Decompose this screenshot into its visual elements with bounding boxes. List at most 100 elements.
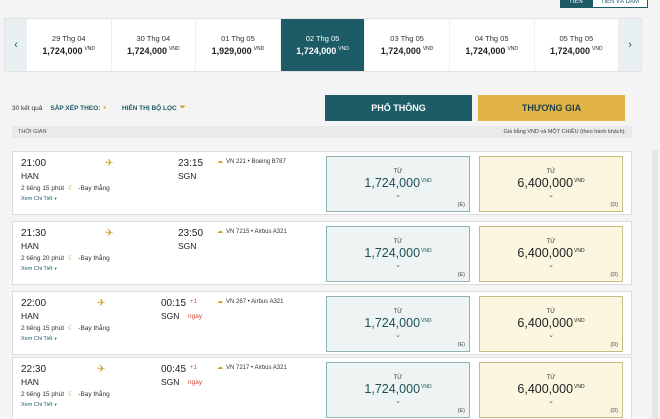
fare-class: (D) <box>610 408 618 414</box>
view-details-link[interactable]: Xem Chi Tiết ▾ <box>21 266 57 272</box>
from-label: TỪ <box>546 309 556 315</box>
prev-dates-arrow-icon[interactable]: ‹ <box>5 19 27 71</box>
moon-icon: ☾ <box>68 325 75 332</box>
business-fare-button[interactable]: TỪ 6,400,000VND ⌄ (D) <box>479 156 623 212</box>
business-price: 6,400,000VND <box>517 382 585 396</box>
from-label: TỪ <box>393 239 403 245</box>
date-label: 30 Thg 04 <box>136 34 171 43</box>
next-day-indicator: +1 <box>190 299 197 305</box>
sort-dropdown[interactable]: SẮP XẾP THEO: ▾ <box>50 104 106 112</box>
next-day-label: ngày <box>188 313 203 320</box>
duration: 2 tiếng 20 phút ☾ -Bay thẳng <box>21 254 110 263</box>
arrival-airport: SGN <box>161 377 180 387</box>
from-label: TỪ <box>546 375 556 381</box>
from-label: TỪ <box>393 309 403 315</box>
filter-icon: ⏷ <box>179 104 186 111</box>
from-label: TỪ <box>393 375 403 381</box>
departure-airport: HAN <box>21 241 39 251</box>
date-cell[interactable]: 05 Thg 05 1,724,000 VND <box>535 19 620 71</box>
flight-row: 22:00 HAN ✈ 00:15 +1 SGN ngày 2 tiếng 15… <box>12 291 632 355</box>
business-price: 6,400,000VND <box>517 316 585 330</box>
duration: 2 tiếng 15 phút ☾ -Bay thẳng <box>21 390 110 399</box>
economy-fare-button[interactable]: TỪ 1,724,000VND ⌄ (E) <box>326 156 470 212</box>
date-price: 1,724,000 VND <box>42 46 96 56</box>
date-cell[interactable]: 03 Thg 05 1,724,000 VND <box>365 19 450 71</box>
scrollbar[interactable] <box>652 150 658 419</box>
moon-icon: ☾ <box>68 185 75 192</box>
business-cabin-button[interactable]: THƯƠNG GIA <box>478 95 625 121</box>
airline-logo-icon: ☁ <box>217 229 223 235</box>
departure-airport: HAN <box>21 311 39 321</box>
date-cell-selected[interactable]: 02 Thg 05 1,724,000 VND <box>280 19 366 71</box>
business-fare-button[interactable]: TỪ 6,400,000VND ⌄ (D) <box>479 362 623 418</box>
arrival-time: 00:45 <box>161 364 187 375</box>
fare-class: (E) <box>457 342 465 348</box>
chevron-down-icon: ⌄ <box>395 332 401 339</box>
date-label: 03 Thg 05 <box>390 34 424 43</box>
view-details-link[interactable]: Xem Chi Tiết ▾ <box>21 336 57 342</box>
result-count: 30 kết quả <box>12 104 43 112</box>
caret-down-icon: ▾ <box>103 105 106 111</box>
fare-class: (D) <box>610 202 618 208</box>
economy-price: 1,724,000VND <box>364 316 432 330</box>
view-details-link[interactable]: Xem Chi Tiết ▾ <box>21 402 57 408</box>
economy-price: 1,724,000VND <box>364 176 432 190</box>
arrival-airport: SGN <box>161 311 180 321</box>
moon-icon: ☾ <box>68 255 75 262</box>
tab-money[interactable]: Tiền <box>559 0 592 8</box>
fare-class: (E) <box>457 202 465 208</box>
date-price: 1,724,000 VND <box>127 46 180 56</box>
economy-fare-button[interactable]: TỪ 1,724,000VND ⌄ (E) <box>326 362 470 418</box>
plane-icon: ✈ <box>97 364 106 375</box>
fare-class: (E) <box>457 272 465 278</box>
next-day-label: ngày <box>188 379 203 386</box>
fare-type-toggle: Tiền Tiền và Dặm <box>559 0 648 8</box>
date-cell[interactable]: 30 Thg 04 1,724,000 VND <box>112 19 197 71</box>
fare-class: (D) <box>610 272 618 278</box>
economy-fare-button[interactable]: TỪ 1,724,000VND ⌄ (E) <box>326 296 470 352</box>
departure-airport: HAN <box>21 171 39 181</box>
chevron-down-icon: ⌄ <box>548 192 554 199</box>
chevron-down-icon: ⌄ <box>395 398 401 405</box>
date-cell[interactable]: 04 Thg 05 1,724,000 VND <box>450 19 535 71</box>
chevron-down-icon: ⌄ <box>548 332 554 339</box>
date-strip: ‹ 29 Thg 04 1,724,000 VND 30 Thg 04 1,724… <box>4 18 642 72</box>
arrival-time: 23:15 <box>178 158 204 169</box>
flight-row: 21:00 HAN ✈ 23:15 SGN 2 tiếng 15 phút ☾ -B… <box>12 151 632 215</box>
economy-cabin-button[interactable]: PHỔ THÔNG <box>325 95 472 121</box>
price-note: Giá bằng VND và MỘT CHIỀU (theo hành khá… <box>503 129 626 135</box>
business-fare-button[interactable]: TỪ 6,400,000VND ⌄ (D) <box>479 296 623 352</box>
moon-icon: ☾ <box>68 391 75 398</box>
from-label: TỪ <box>546 239 556 245</box>
business-fare-button[interactable]: TỪ 6,400,000VND ⌄ (D) <box>479 226 623 282</box>
show-filters-button[interactable]: HIỂN THỊ BỘ LỌC ⏷ <box>121 104 186 112</box>
plane-icon: ✈ <box>105 158 114 169</box>
departure-time: 21:30 <box>21 228 47 239</box>
date-label: 02 Thg 05 <box>305 34 340 43</box>
departure-airport: HAN <box>21 377 39 387</box>
next-dates-arrow-icon[interactable]: › <box>619 19 642 71</box>
results-toolbar: 30 kết quả SẮP XẾP THEO: ▾ HIỂN THỊ BỘ LỌ… <box>12 95 632 121</box>
departure-time: 22:00 <box>21 298 47 309</box>
chevron-down-icon: ⌄ <box>548 262 554 269</box>
date-cell[interactable]: 01 Thg 05 1,929,000 VND <box>196 19 281 71</box>
duration: 2 tiếng 15 phút ☾ -Bay thẳng <box>21 324 110 333</box>
duration: 2 tiếng 15 phút ☾ -Bay thẳng <box>21 184 110 193</box>
time-column-header: THỜI GIAN <box>18 129 47 135</box>
view-details-link[interactable]: Xem Chi Tiết ▾ <box>21 196 57 202</box>
date-price: 1,929,000 VND <box>211 46 265 56</box>
tab-money-and-miles[interactable]: Tiền và Dặm <box>591 0 648 8</box>
date-label: 04 Thg 05 <box>474 34 509 43</box>
date-cell[interactable]: 29 Thg 04 1,724,000 VND <box>27 19 112 71</box>
economy-fare-button[interactable]: TỪ 1,724,000VND ⌄ (E) <box>326 226 470 282</box>
flight-info: ☁ VN 7217 • Airbus A321 <box>217 364 287 372</box>
airline-logo-icon: ☁ <box>217 365 223 371</box>
date-price: 1,724,000 VND <box>549 46 603 56</box>
flight-info: ☁ VN 7215 • Airbus A321 <box>217 228 287 236</box>
date-label: 05 Thg 05 <box>559 34 594 43</box>
date-price: 1,724,000 VND <box>380 46 434 56</box>
departure-time: 22:30 <box>21 364 47 375</box>
plane-icon: ✈ <box>105 228 114 239</box>
fare-class: (D) <box>610 342 618 348</box>
